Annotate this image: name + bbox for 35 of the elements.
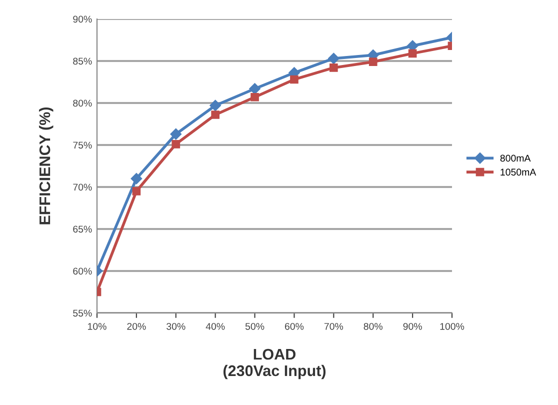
x-tick-label: 80% — [364, 322, 382, 330]
y-tick-label: 65% — [73, 226, 92, 233]
point — [290, 75, 298, 84]
x-tick-label: 90% — [403, 322, 422, 330]
x-tick-label: 10% — [88, 322, 106, 330]
point — [368, 58, 378, 66]
x-tick-label: 100% — [440, 322, 464, 330]
y-tick-label: 60% — [73, 268, 92, 275]
y-tick-label: 75% — [73, 142, 92, 149]
point — [172, 140, 180, 148]
y-tick-label: 90% — [73, 16, 92, 23]
x-tick-label: 40% — [206, 322, 225, 330]
x-tick-label: 60% — [284, 322, 304, 330]
point — [250, 92, 259, 102]
point — [132, 187, 141, 196]
x-tick-label: 70% — [324, 322, 344, 330]
x-axis-title: LOAD (230Vac Input) — [223, 348, 326, 380]
x-tick-label: 50% — [245, 322, 264, 330]
point — [328, 52, 340, 64]
point — [170, 128, 182, 140]
y-tick-label: 85% — [73, 58, 92, 65]
y-tick-label: 70% — [73, 184, 92, 191]
point — [330, 64, 338, 72]
y-tick-label: 80% — [73, 100, 92, 107]
point — [211, 110, 220, 119]
point — [408, 49, 417, 58]
x-tick-label: 30% — [166, 322, 186, 330]
y-axis-title: EFFICIENCY (%) — [38, 107, 54, 224]
legend-label: 1050mA — [500, 168, 536, 176]
y-tick-label: 55% — [73, 310, 92, 317]
point — [249, 83, 260, 94]
legend-label: 800mA — [500, 154, 531, 162]
point — [210, 100, 221, 112]
x-tick-label: 20% — [127, 322, 146, 330]
point — [130, 172, 142, 184]
